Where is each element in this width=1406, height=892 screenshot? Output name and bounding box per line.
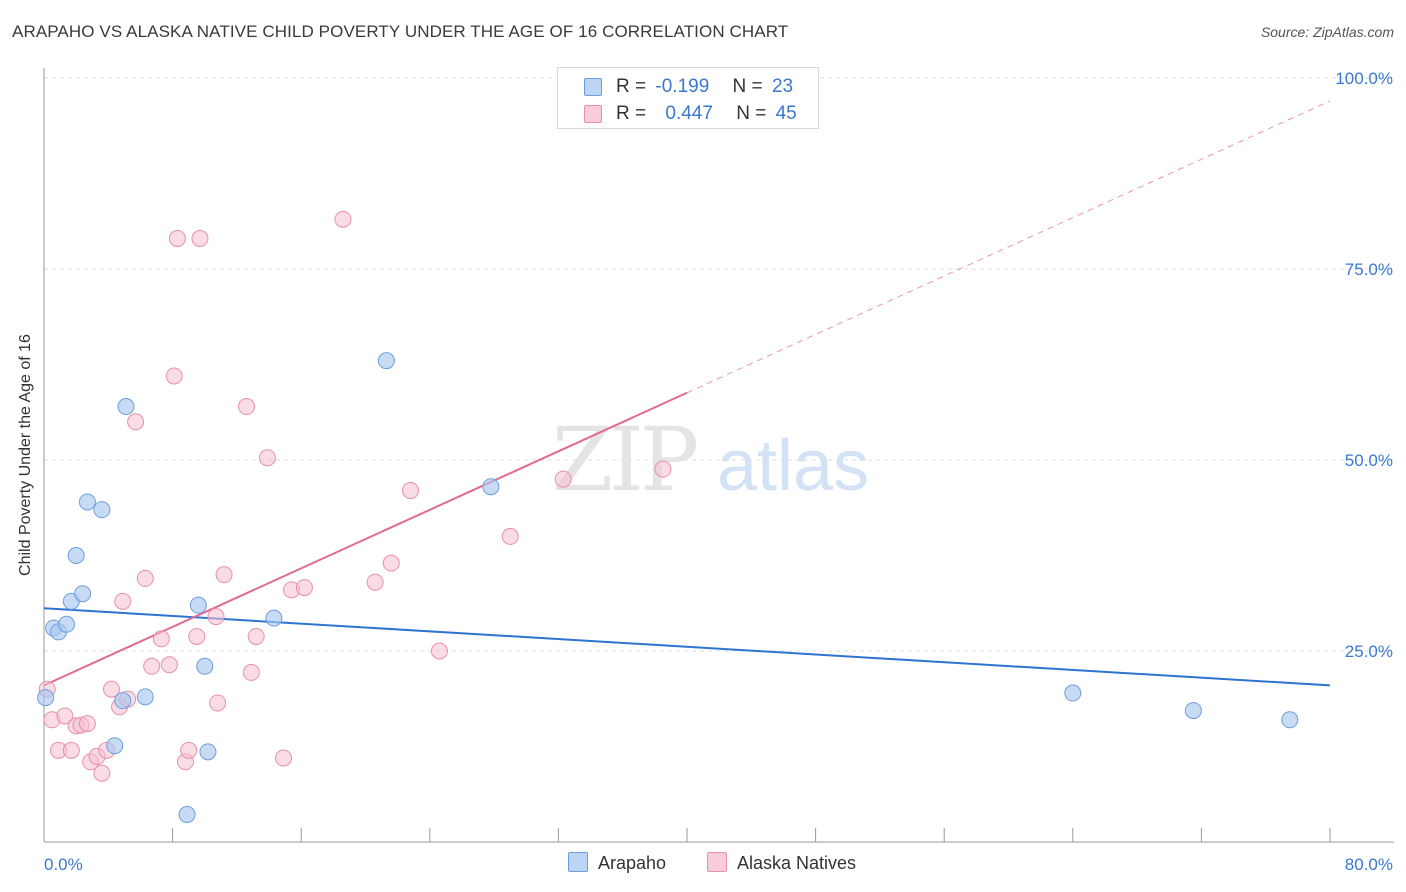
arapaho-point [106,737,124,755]
alaska-legend-swatch [707,852,727,872]
n-value: 45 [775,103,797,124]
legend-item-alaska-natives: Alaska Natives [707,852,856,874]
n-value: 23 [771,76,794,97]
arapaho-trend-line [43,607,1331,687]
arapaho-point [189,596,207,614]
alaska-natives-point [501,527,519,545]
alaska-natives-point [114,592,132,610]
alaska-natives-point [215,566,233,584]
arapaho-legend-swatch [568,852,588,872]
data-points [37,210,1299,823]
alaska-natives-point [247,627,265,645]
source-credit: Source: ZipAtlas.com [1260,24,1394,40]
arapaho-point [1184,702,1202,720]
n-label: N = [736,103,767,124]
legend-item-arapaho: Arapaho [568,852,666,874]
correlation-legend: R = -0.199 N = 23 R = 0.447 N = 45 [557,67,819,129]
alaska-natives-point [191,229,209,247]
arapaho-point [265,609,283,627]
alaska-natives-point [143,657,161,675]
alaska-natives-point [382,554,400,572]
tick-labels: 25.0% 50.0% 75.0% 100.0% 0.0% 80.0% [44,69,1393,874]
arapaho-point [199,743,217,761]
arapaho-point [136,688,154,706]
alaska-natives-point [78,715,96,733]
arapaho-point [58,615,76,633]
alaska-legend-label: Alaska Natives [737,853,857,873]
alaska-natives-point [430,642,448,660]
watermark-zip: ZIP [552,408,697,511]
alaska-natives-point [56,707,74,725]
chart-title: ARAPAHO VS ALASKA NATIVE CHILD POVERTY U… [12,22,789,41]
arapaho-point [1064,684,1082,702]
alaska-natives-point [366,573,384,591]
arapaho-point [114,692,132,710]
arapaho-point [74,585,92,603]
arapaho-point [93,501,111,519]
alaska-natives-point [238,398,256,416]
watermark: ZIP atlas [552,408,869,511]
alaska-natives-point [402,482,420,500]
legend-row-arapaho: R = -0.199 N = 23 [616,76,793,100]
y-tick-label: 25.0% [1345,642,1393,661]
arapaho-point [178,805,196,823]
alaska-natives-point [295,579,313,597]
alaska-natives-point [188,627,206,645]
arapaho-point [78,493,96,511]
alaska-trend-extension [686,100,1331,394]
alaska-natives-point [136,569,154,587]
alaska-natives-point [165,367,183,385]
alaska-natives-point [93,764,111,782]
alaska-swatch [584,105,602,123]
r-label: R = [616,76,647,97]
alaska-natives-point [207,608,225,626]
arapaho-point [377,352,395,370]
alaska-natives-point [160,656,178,674]
arapaho-swatch [584,78,602,96]
y-tick-label: 75.0% [1345,260,1393,279]
x-tick-label: 80.0% [1345,855,1393,874]
alaska-natives-point [209,694,227,712]
r-label: R = [616,103,647,124]
alaska-natives-point [62,741,80,759]
alaska-natives-point [554,470,572,488]
alaska-natives-point [334,210,352,228]
alaska-natives-point [168,229,186,247]
alaska-natives-point [654,460,672,478]
alaska-natives-point [275,749,293,767]
trend-lines [43,100,1331,687]
axes [43,68,1394,843]
alaska-natives-point [258,449,276,467]
alaska-natives-point [127,413,145,431]
legend-row-alaska: R = 0.447 N = 45 [616,103,797,127]
arapaho-point [37,689,55,707]
alaska-trend-line [43,391,688,687]
arapaho-point [117,398,135,416]
alaska-natives-point [152,630,170,648]
arapaho-point [67,547,85,564]
arapaho-point [196,657,214,675]
arapaho-point [1281,711,1299,729]
arapaho-point [482,478,500,496]
alaska-natives-point [103,680,121,698]
r-value: -0.199 [655,76,710,97]
r-value: 0.447 [665,103,713,124]
y-axis-label: Child Poverty Under the Age of 16 [17,334,34,576]
x-tick-label: 0.0% [44,855,83,874]
y-tick-label: 50.0% [1345,451,1393,470]
alaska-natives-point [180,741,198,759]
y-tick-label: 100.0% [1335,69,1393,88]
n-label: N = [732,76,763,97]
alaska-natives-point [242,663,260,681]
watermark-atlas: atlas [717,426,869,506]
arapaho-legend-label: Arapaho [598,853,667,873]
